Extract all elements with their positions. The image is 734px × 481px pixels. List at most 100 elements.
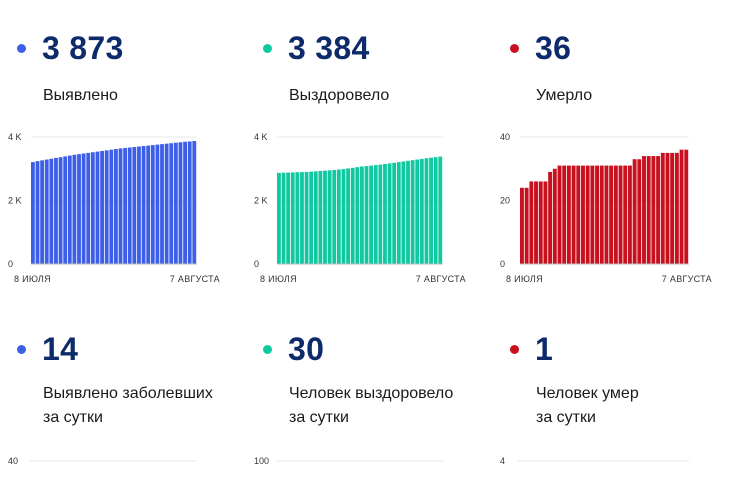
died-bar [623,165,628,264]
died-bar [674,152,679,265]
detected-x-tick-start: 8 ИЮЛЯ [14,274,51,284]
detected-bar [81,153,86,264]
recovered-bar [383,163,387,264]
detected-bar [173,142,178,264]
recovered-daily-label-line2: за сутки [289,409,349,426]
detected-bar [155,144,160,264]
detected-bar [192,141,197,264]
detected-bar [118,148,123,264]
died-bar [604,165,609,264]
detected-bar [127,147,132,264]
died-total: 36 [535,30,572,66]
recovered-chart: 4 K 2 K 08 ИЮЛЯ 7 АВГУСТА [254,132,466,284]
recovered-bar [392,162,397,264]
died-bar [609,165,614,264]
detected-bar [77,154,81,264]
detected-bar [141,146,146,264]
died-bar [599,165,604,264]
died-bar [571,165,576,264]
died-bar [670,152,675,265]
recovered-label: Выздоровело [289,87,390,104]
recovered-bar [350,167,355,264]
recovered-bar [378,164,383,264]
recovered-bar [336,169,341,264]
recovered-daily-dot-icon [263,345,272,354]
died-bar [627,165,632,264]
died-bar [552,168,557,264]
detected-bar [132,147,137,264]
detected-bar [150,145,155,264]
detected-bar [169,143,174,264]
recovered-bar [286,172,291,264]
died-bar [566,165,571,264]
recovered-bar [341,169,346,264]
recovered-bar [304,171,309,264]
died-bar [524,187,529,264]
died-daily-chart: 4 [500,456,689,466]
detected-bar [183,141,187,264]
recovered-bar [396,162,401,264]
detected-bar [58,157,63,264]
detected-bar [72,154,77,264]
recovered-bar [360,166,364,264]
died-daily-label-line2: за сутки [536,409,596,426]
died-bar [679,149,684,264]
detected-daily-dot-icon [17,345,26,354]
died-bar [595,165,599,264]
died-daily-dot-icon [510,345,519,354]
recovered-daily-label-line1: Человек выздоровело [289,385,454,402]
died-bar [585,165,590,264]
died-daily-label-line1: Человек умер [536,385,639,402]
recovered-bar [327,170,332,264]
recovered-x-tick-end: 7 АВГУСТА [416,274,466,284]
died-bar [665,152,670,265]
recovered-bar [433,157,438,264]
recovered-bar [295,172,300,264]
recovered-bar [355,167,360,264]
detected-bar [100,150,104,264]
detected-bar [49,158,54,264]
died-bar [646,156,651,264]
recovered-bar [410,160,415,264]
recovered-daily-axis-top: 100 [254,456,269,466]
detected-bar [86,152,91,265]
detected-bar [160,144,164,264]
detected-bar [95,151,100,264]
died-daily-axis-top: 4 [500,456,505,466]
died-bar [651,156,656,264]
died-bar [562,165,567,264]
detected-chart: 4 K 2 K 08 ИЮЛЯ 7 АВГУСТА [8,132,220,284]
detected-bar [164,143,169,264]
recovered-x-tick-start: 8 ИЮЛЯ [260,274,297,284]
detected-bar [40,160,45,264]
died-bar [581,165,585,264]
died-y-tick: 40 [500,132,510,142]
recovered-bar [323,170,327,264]
detected-bar [63,156,68,264]
recovered-bar [364,166,369,264]
recovered-bar [309,171,314,264]
died-bar [637,159,642,264]
detected-bar [35,161,40,264]
recovered-bar [313,171,318,264]
died-bar [576,165,581,264]
detected-bar [109,149,114,264]
recovered-bar [300,172,304,264]
recovered-y-tick: 2 K [254,196,268,206]
detected-daily-axis-top: 40 [8,456,18,466]
died-bar [557,165,562,264]
detected-dot-icon [17,44,26,53]
detected-y-tick: 0 [8,259,13,269]
recovered-bar [401,161,406,264]
recovered-bar [387,163,392,264]
recovered-y-tick: 4 K [254,132,268,142]
died-bar [618,165,623,264]
died-daily-value: 1 [535,331,554,367]
detected-daily-value: 14 [42,331,79,367]
recovered-bar [373,165,378,264]
died-label: Умерло [536,87,593,104]
recovered-bar [424,158,429,264]
died-bar [529,181,534,264]
died-x-tick-end: 7 АВГУСТА [662,274,712,284]
recovered-bar [346,168,350,264]
